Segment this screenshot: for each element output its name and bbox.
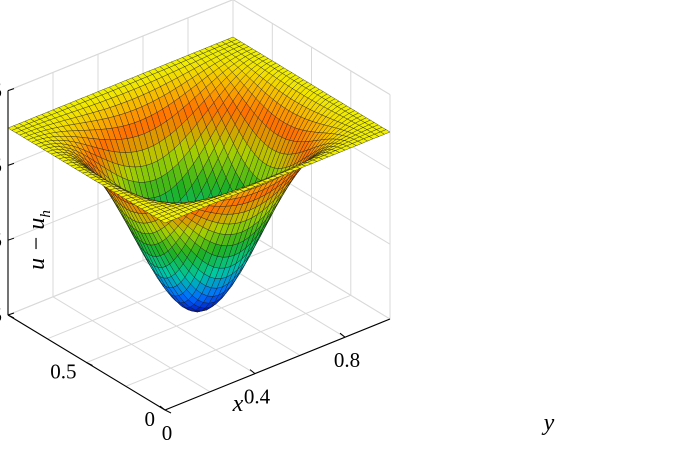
grid-line: [97, 278, 256, 375]
surface-patch: [160, 218, 172, 224]
x-tick-mark: [7, 314, 15, 319]
x-tick-label: 0.5: [50, 360, 76, 384]
x-tick-mark: [86, 362, 93, 366]
z-tick-mark: [7, 237, 15, 241]
y-tick-mark: [339, 332, 346, 338]
tick-labels: 0.000 05−0.000 05−0.000 15−0.000 2500.51…: [0, 79, 360, 445]
y-tick-mark: [249, 369, 256, 374]
y-tick-label: 0.4: [244, 385, 271, 409]
grid-line: [232, 223, 391, 320]
surface-mesh: [7, 36, 391, 313]
z-tick-label: −0.000 05: [0, 153, 2, 177]
grid-line: [52, 296, 211, 393]
x-tick-label: 0: [145, 407, 156, 431]
grid-line: [86, 271, 312, 363]
z-tick-mark: [7, 312, 15, 316]
z-axis-label: u − uh: [24, 210, 54, 270]
x-tick-mark: [164, 409, 172, 414]
y-tick-mark: [159, 405, 166, 411]
z-tick-label: 0.000 05: [0, 79, 2, 103]
grid-line: [125, 294, 351, 387]
z-tick-label: −0.000 15: [0, 228, 2, 252]
x-axis-label: x: [232, 391, 244, 417]
z-tick-mark: [7, 162, 15, 166]
y-axis-label: y: [542, 410, 555, 436]
box-edge: [232, 0, 391, 96]
axis-box: [7, 0, 391, 411]
z-tick-label: −0.000 25: [0, 303, 2, 327]
box-edge: [7, 0, 234, 92]
y-tick-label: 0.8: [334, 348, 360, 372]
y-axis-line: [164, 318, 391, 411]
y-tick-label: 0: [162, 421, 173, 445]
z-tick-mark: [7, 88, 15, 92]
